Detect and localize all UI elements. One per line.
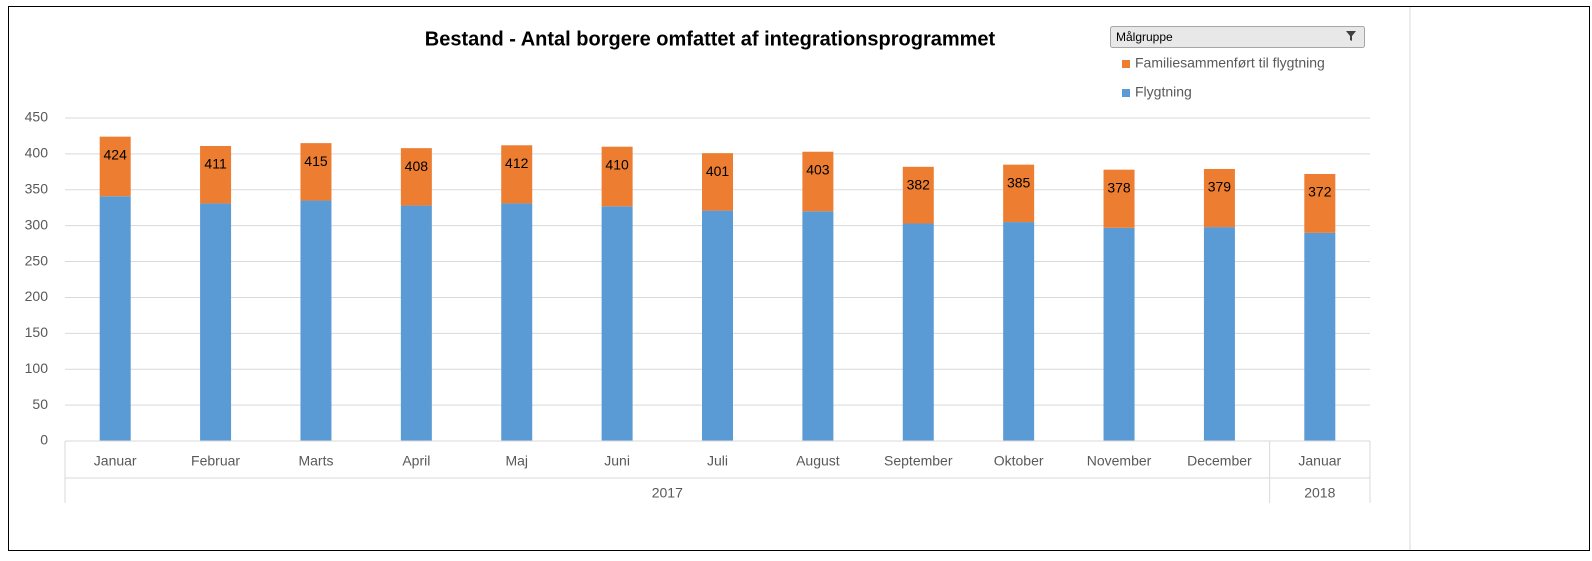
bar-segment [200,203,232,441]
bar-segment [200,145,232,204]
x-tick-label: April [402,453,430,469]
bar-segment [601,146,633,207]
y-tick-label: 300 [25,216,49,232]
bar-segment [1003,222,1035,441]
total-label: 410 [605,156,629,172]
total-label: 382 [907,177,931,193]
bar-segment [400,148,432,206]
x-tick-label: Juli [707,453,728,469]
bar-segment [1304,173,1336,233]
frame [8,6,1590,551]
bar-segment [601,206,633,441]
total-label: 424 [104,146,128,162]
bar-segment [802,151,834,212]
x-tick-label: Februar [191,453,240,469]
x-tick-label: Marts [298,453,333,469]
total-label: 401 [706,163,730,179]
bar-segment [1203,227,1235,441]
bar-segment [501,203,533,441]
filter-label: Målgruppe [1116,30,1173,44]
x-tick-label: Januar [94,453,137,469]
total-label: 385 [1007,174,1031,190]
total-label: 378 [1107,179,1131,195]
chart-title: Bestand - Antal borgere omfattet af inte… [425,28,996,50]
filter-icon [1346,31,1356,41]
x-tick-label: Juni [604,453,630,469]
y-tick-label: 250 [25,252,49,268]
total-label: 403 [806,161,830,177]
x-tick-label: December [1187,453,1252,469]
y-tick-label: 200 [25,288,49,304]
group-label: 2018 [1304,485,1335,501]
filter-button[interactable] [1110,26,1365,48]
y-tick-label: 50 [32,396,48,412]
bar-segment [99,196,131,441]
x-tick-label: August [796,453,840,469]
y-tick-label: 400 [25,145,49,161]
bar-segment [1103,227,1135,441]
bar-segment [99,136,131,197]
y-tick-label: 450 [25,109,49,125]
bar-segment [400,205,432,441]
total-label: 415 [304,153,328,169]
x-tick-label: Maj [505,453,528,469]
y-tick-label: 150 [25,324,49,340]
bar-segment [1203,168,1235,228]
x-tick-label: Januar [1298,453,1341,469]
y-tick-label: 100 [25,360,49,376]
bar-segment [802,211,834,441]
total-label: 412 [505,155,529,171]
legend-swatch [1122,60,1130,68]
x-tick-label: September [884,453,953,469]
bar-segment [702,210,733,441]
total-label: 379 [1208,179,1232,195]
y-tick-label: 0 [40,432,48,448]
bar-segment [1103,169,1135,228]
bar-segment [300,200,332,441]
bar-segment [501,145,533,204]
total-label: 372 [1308,184,1332,200]
bar-segment [1304,232,1336,441]
group-label: 2017 [652,485,683,501]
bar-segment [902,223,934,441]
x-tick-label: Oktober [994,453,1044,469]
bar-segment [702,153,733,211]
y-tick-label: 350 [25,180,49,196]
x-tick-label: November [1087,453,1152,469]
legend-label: Flygtning [1135,84,1192,100]
total-label: 408 [405,158,429,174]
bar-segment [1003,164,1035,223]
bar-segment [300,143,332,201]
bar-segment [902,166,934,224]
total-label: 411 [204,156,227,172]
legend-label: Familiesammenført til flygtning [1135,55,1325,71]
legend-swatch [1122,89,1130,97]
